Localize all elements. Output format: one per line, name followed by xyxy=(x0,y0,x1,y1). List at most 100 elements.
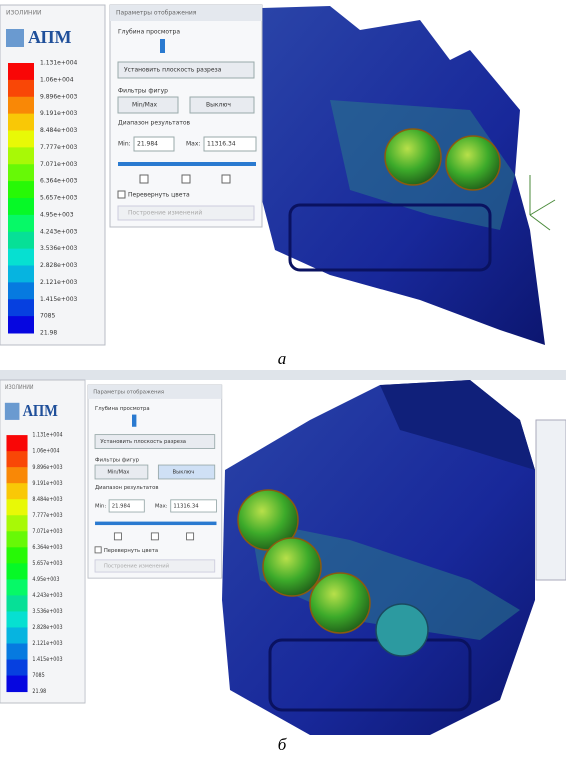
depth-slider-thumb[interactable] xyxy=(160,39,165,53)
logo: АПМ xyxy=(23,402,58,420)
checkbox[interactable] xyxy=(113,532,122,541)
color-band xyxy=(8,96,34,115)
color-band xyxy=(6,467,28,484)
range-slider[interactable] xyxy=(118,162,256,166)
section-button[interactable] xyxy=(117,61,255,79)
legend-label: 9.191e+003 xyxy=(32,481,62,487)
legend-label: 1.06e+004 xyxy=(32,448,60,454)
build-changes-label: Построение изменений xyxy=(104,562,169,569)
color-band xyxy=(6,659,28,677)
depth-slider-thumb[interactable] xyxy=(132,414,137,427)
color-band xyxy=(8,282,34,300)
stress-zone xyxy=(250,520,520,640)
logo-mark xyxy=(6,29,24,47)
section-button-label: Установить плоскость разреза xyxy=(124,67,222,74)
min-label: Min: xyxy=(95,503,106,509)
checkbox[interactable] xyxy=(181,174,191,184)
max-label: Max: xyxy=(155,503,168,509)
color-band xyxy=(8,130,34,148)
logo-mark xyxy=(4,402,20,420)
min-field[interactable] xyxy=(108,499,145,513)
invert-checkbox[interactable] xyxy=(94,546,102,554)
color-band xyxy=(8,147,34,165)
legend-label: 4.95e+003 xyxy=(32,577,59,583)
legend-label: 21.98 xyxy=(40,330,57,337)
sphere xyxy=(262,537,322,597)
color-band xyxy=(8,79,34,98)
color-band xyxy=(6,627,28,644)
legend-label: 7.071e+003 xyxy=(40,161,78,168)
legend-label: 1.415e+003 xyxy=(32,657,62,663)
color-band xyxy=(6,563,28,580)
filter-label: Фильтры фигур xyxy=(95,457,140,463)
color-band xyxy=(8,265,34,283)
legend-label: 3.536e+003 xyxy=(32,609,62,615)
dialog-titlebar xyxy=(88,385,222,399)
range-label: Диапазон результатов xyxy=(118,120,191,127)
legend-label: 4.95e+003 xyxy=(40,211,74,218)
legend-label: 2.121e+003 xyxy=(40,279,78,286)
model-edge xyxy=(268,638,472,712)
checkbox[interactable] xyxy=(186,532,195,541)
legend-label: 2.828e+003 xyxy=(40,262,78,269)
caption: а xyxy=(278,349,287,368)
minmax-button[interactable] xyxy=(117,96,179,114)
color-band xyxy=(6,531,28,548)
legend-label: 2.121e+003 xyxy=(32,641,62,647)
legend-label: 7085 xyxy=(32,673,44,679)
min-value: 21.984 xyxy=(112,503,131,509)
dialog-title: Параметры отображения xyxy=(93,389,164,395)
legend-label: 9.896e+003 xyxy=(32,464,62,470)
legend-title: ИЗОЛИНИИ xyxy=(6,10,42,17)
legend-title: ИЗОЛИНИИ xyxy=(5,385,34,391)
depth-label: Глубина просмотра xyxy=(95,406,150,412)
invert-colors-label: Перевернуть цвета xyxy=(104,548,158,554)
max-field[interactable] xyxy=(203,136,257,152)
logo: АПМ xyxy=(28,27,72,47)
build-changes-label: Построение изменений xyxy=(128,210,202,217)
build-button[interactable] xyxy=(117,205,255,221)
color-band xyxy=(6,595,28,612)
checkbox[interactable] xyxy=(221,174,231,184)
minmax-button-label: Min/Max xyxy=(132,102,158,109)
legend-label: 5.657e+003 xyxy=(32,561,62,567)
off-button[interactable] xyxy=(157,464,216,480)
legend-label: 3.536e+003 xyxy=(40,245,78,252)
sphere xyxy=(309,572,371,634)
color-band xyxy=(6,483,28,500)
color-band xyxy=(8,164,34,182)
range-slider[interactable] xyxy=(95,521,217,526)
off-button[interactable] xyxy=(189,96,255,114)
color-band xyxy=(8,231,34,250)
max-field[interactable] xyxy=(170,499,217,513)
model-render-b xyxy=(0,370,566,735)
legend-label: 5.657e+003 xyxy=(40,195,78,202)
dialog-titlebar xyxy=(110,5,262,21)
color-band xyxy=(6,643,28,661)
minmax-button[interactable] xyxy=(94,464,149,480)
color-band xyxy=(6,451,28,468)
legend-label: 4.243e+003 xyxy=(32,593,62,599)
legend-label: 1.131e+004 xyxy=(32,432,63,438)
section-button-label: Установить плоскость разреза xyxy=(100,439,186,445)
depth-label: Глубина просмотра xyxy=(118,29,180,36)
min-field[interactable] xyxy=(133,136,175,152)
dialog-bg xyxy=(109,4,263,228)
legend-label: 7.777e+003 xyxy=(32,513,62,519)
legend-label: 1.06e+004 xyxy=(40,76,74,83)
section-button[interactable] xyxy=(94,434,216,449)
checkbox[interactable] xyxy=(139,174,149,184)
legend-label: 1.131e+004 xyxy=(40,60,78,67)
color-band xyxy=(8,214,34,233)
side-toolbar[interactable] xyxy=(535,419,566,581)
color-band xyxy=(8,63,34,81)
invert-colors-label: Перевернуть цвета xyxy=(128,192,190,199)
build-button[interactable] xyxy=(94,559,216,573)
checkbox[interactable] xyxy=(150,532,159,541)
legend-label: 1.415e+003 xyxy=(40,296,78,303)
legend-panel: ИЗОЛИНИИ АПМ 1.131e+004 1.06e+004 9.896e+003… xyxy=(0,379,86,704)
invert-checkbox[interactable] xyxy=(117,190,126,199)
